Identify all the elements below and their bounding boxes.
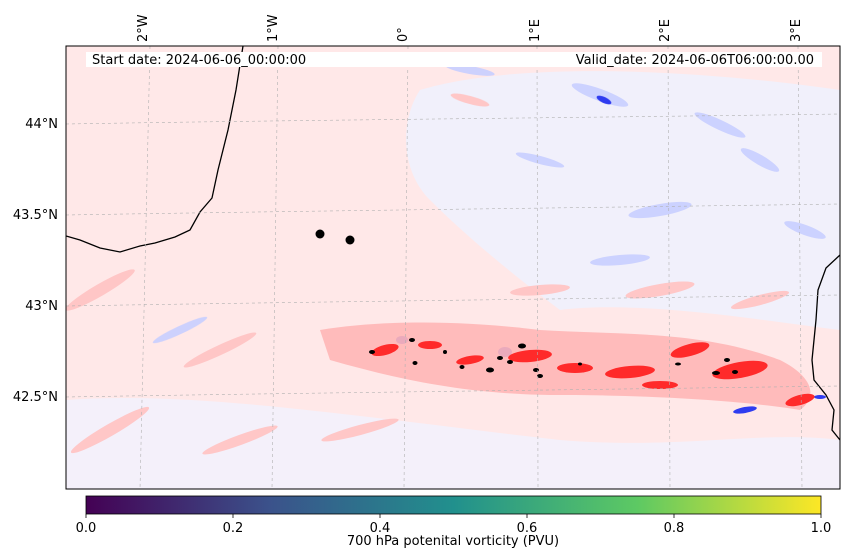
colorbar-gradient — [85, 495, 822, 515]
colorbar-tick-label: 0.8 — [664, 521, 685, 536]
high-pv-cells — [369, 338, 738, 378]
colorbar-tick-label: 0.4 — [370, 521, 391, 536]
colorbar-ticks — [85, 514, 822, 518]
lon-label: 2°W — [136, 14, 151, 42]
colorbar-label: 700 hPa potenital vorticity (PVU) — [347, 534, 559, 549]
coastline-atlantic — [66, 46, 244, 253]
marker-1 — [315, 229, 325, 239]
colorbar-tick-label: 1.0 — [811, 521, 832, 536]
lon-label: 0° — [396, 27, 411, 42]
negative-anomaly-streaks — [152, 64, 826, 344]
map-panel — [66, 46, 840, 489]
lon-label: 3°E — [789, 19, 804, 42]
location-markers — [315, 229, 355, 245]
near-zero-region — [406, 71, 840, 330]
colorbar-tick-label: 0.0 — [76, 521, 97, 536]
latitude-labels: 44°N 43.5°N 43°N 42.5°N — [13, 117, 58, 405]
near-zero-region-south — [66, 398, 840, 489]
lon-label: 1°E — [528, 19, 543, 42]
valid-date-label: Valid_date: 2024-06-06T06:00:00.00 — [576, 53, 814, 68]
map-frame — [65, 45, 841, 490]
lat-label: 42.5°N — [13, 390, 58, 405]
lat-label: 43.5°N — [13, 208, 58, 223]
colorbar-tick-label: 0.6 — [517, 521, 538, 536]
lon-label: 1°W — [266, 14, 281, 42]
lat-label: 44°N — [25, 117, 58, 132]
start-date-label: Start date: 2024-06-06_00:00:00 — [92, 53, 306, 68]
header-label-bg — [86, 52, 822, 67]
longitude-labels: 2°W 1°W 0° 1°E 2°E 3°E — [136, 14, 804, 42]
lon-label: 2°E — [658, 19, 673, 42]
colorbar: 0.0 0.2 0.4 0.6 0.8 1.0 700 hPa potenita… — [76, 495, 832, 549]
coastline-mediterranean — [811, 254, 840, 441]
positive-anomaly-streaks — [66, 93, 790, 455]
positive-anomaly-strong — [371, 341, 815, 407]
gridlines — [66, 46, 840, 489]
lat-label: 43°N — [25, 299, 58, 314]
colorbar-tick-label: 0.2 — [223, 521, 244, 536]
marker-2 — [345, 235, 355, 245]
